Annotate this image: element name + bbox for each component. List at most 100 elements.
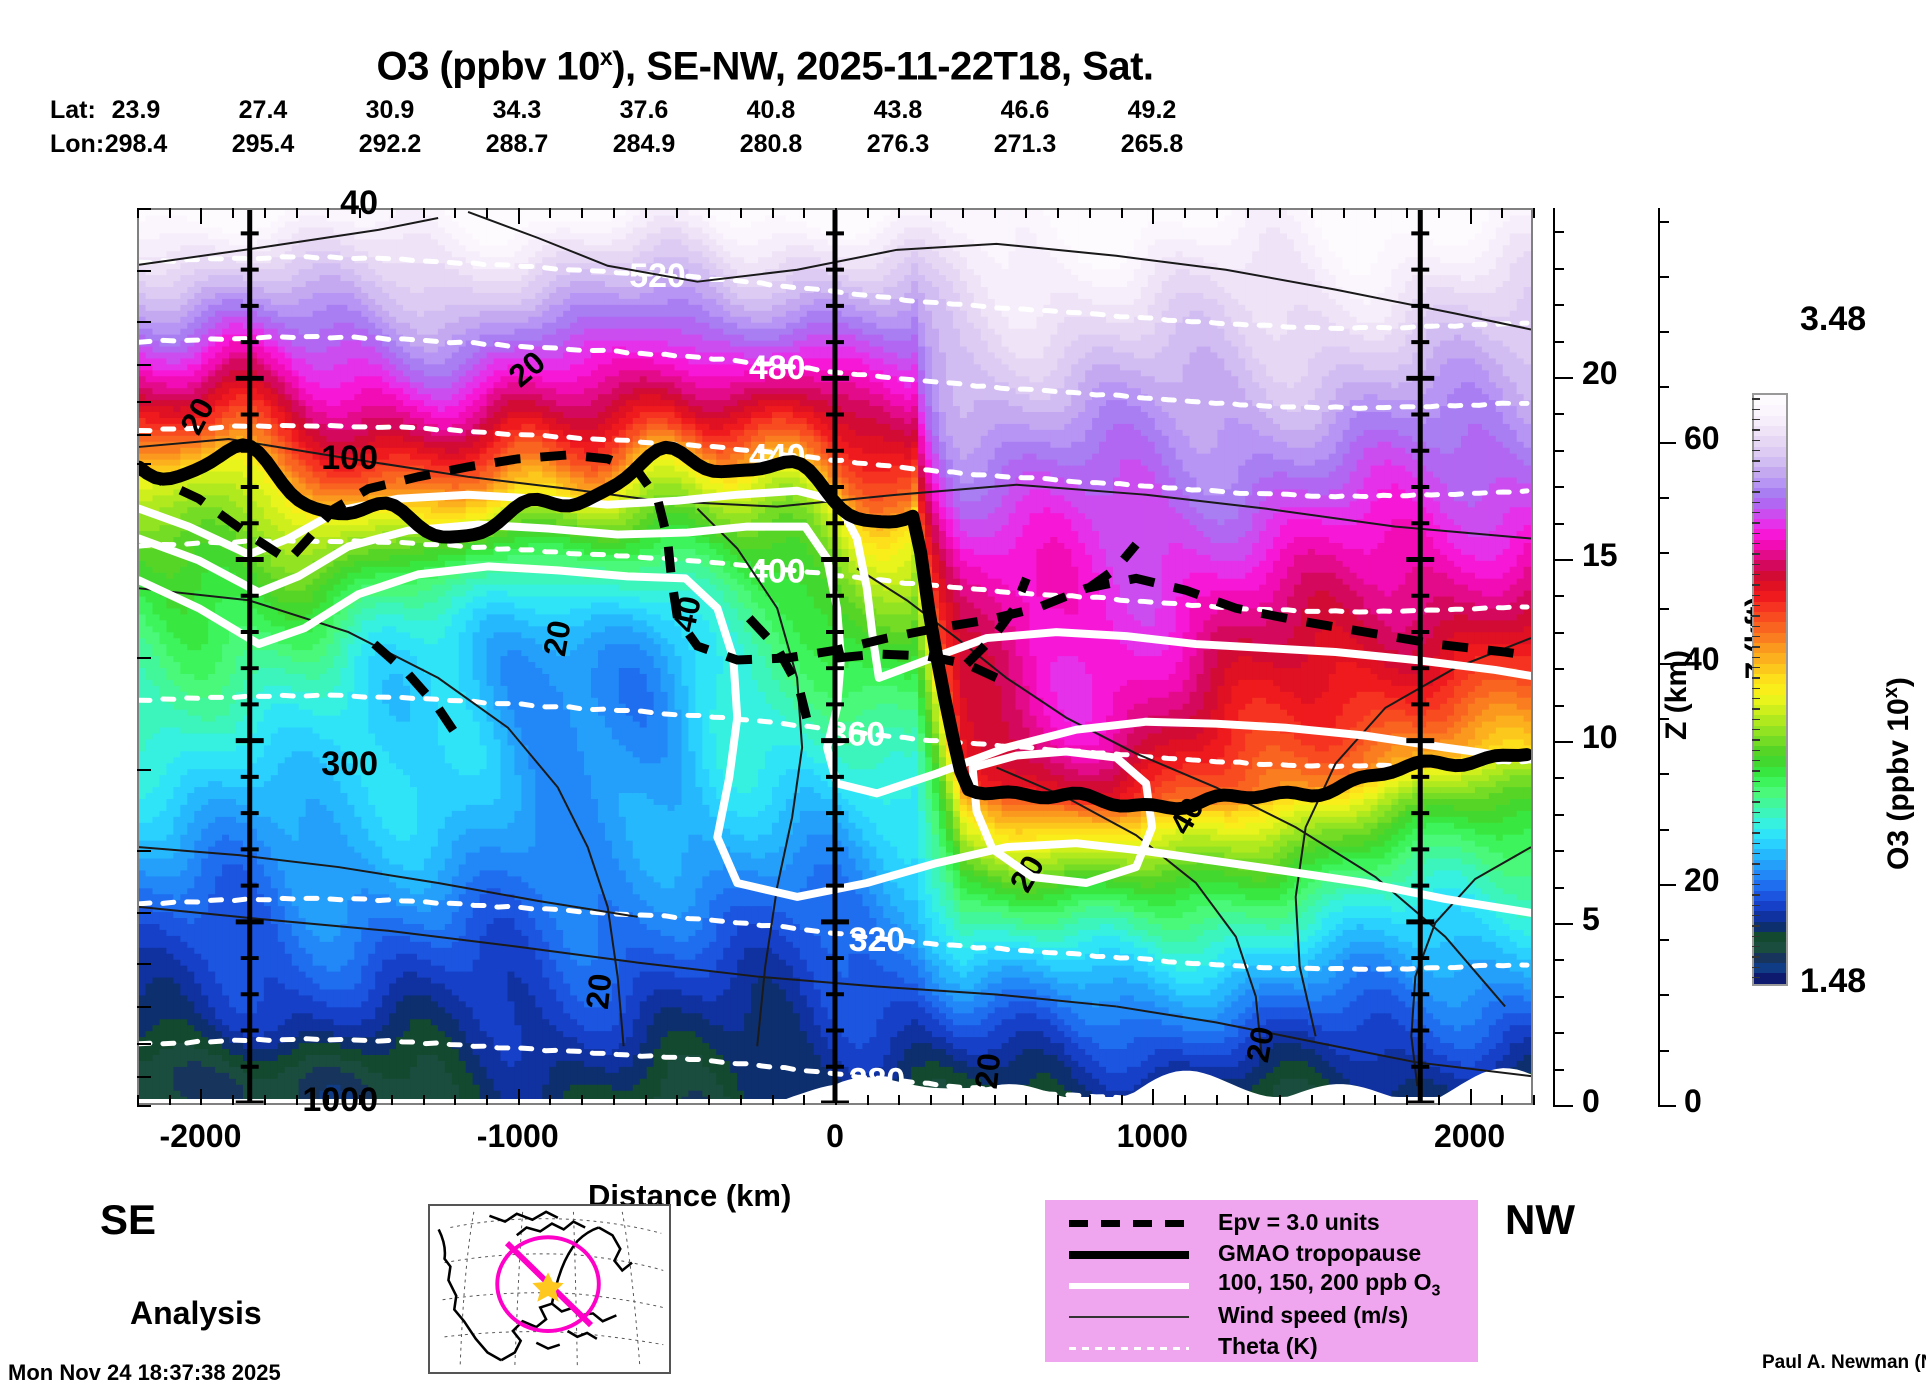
z-km-tick-label: 0: [1582, 1083, 1600, 1119]
colorbar-tick: [1752, 708, 1760, 710]
colorbar-segment: [1754, 477, 1786, 488]
x-axis-top-tick: [1088, 208, 1091, 218]
colorbar-tick: [1752, 429, 1760, 431]
x-axis-tick: [612, 1095, 615, 1105]
y-axis-tick-label: 40: [340, 184, 378, 222]
x-axis-tick: [549, 1095, 552, 1105]
z-kft-minor-tick: [1658, 1105, 1669, 1107]
lat-value: 46.6: [1000, 96, 1050, 124]
x-axis-tick-label: 0: [826, 1118, 844, 1154]
lat-value: 43.8: [873, 96, 923, 124]
x-axis-tick: [644, 1095, 647, 1105]
y-axis-tick-label: 300: [321, 745, 378, 784]
colorbar-segment: [1754, 601, 1786, 612]
lat-value: 30.9: [365, 96, 415, 124]
colorbar: [1752, 393, 1788, 986]
colorbar-segment: [1754, 839, 1786, 850]
x-axis-tick: [993, 1095, 996, 1105]
x-axis-tick: [1120, 1095, 1123, 1105]
wind-speed-contour: [696, 507, 804, 1047]
z-km-axis-line: [1553, 208, 1555, 1105]
x-axis-tick: [771, 1095, 774, 1105]
colorbar-segment: [1754, 704, 1786, 716]
x-axis-tick: [1247, 1095, 1250, 1105]
x-axis-tick: [1374, 1095, 1377, 1105]
x-axis-tick: [898, 1095, 901, 1105]
x-axis-top-tick: [1184, 208, 1186, 218]
y-axis-tick-label: 1000: [302, 1081, 378, 1119]
x-axis-top-tick: [676, 208, 679, 218]
colorbar-tick: [1752, 522, 1760, 524]
lon-value: 295.4: [231, 130, 295, 158]
z-km-minor-tick: [1553, 704, 1564, 707]
colorbar-tick: [1752, 770, 1760, 772]
x-axis-tick: [581, 1095, 584, 1105]
x-axis-tick: [1025, 1095, 1028, 1105]
legend-item: Wind speed (m/s): [1045, 1300, 1478, 1331]
colorbar-tick: [1752, 594, 1760, 596]
z-km-minor-tick: [1553, 777, 1564, 780]
x-axis-tick: [739, 1095, 742, 1105]
colorbar-segment: [1754, 963, 1786, 974]
x-axis-tick: [1501, 1095, 1504, 1105]
wind-speed-contour: [139, 905, 1117, 1008]
colorbar-segment: [1754, 425, 1786, 437]
x-axis-top-tick: [1342, 208, 1345, 218]
z-km-minor-tick: [1553, 231, 1564, 234]
x-axis-tick: [1342, 1095, 1345, 1105]
lon-value: 265.8: [1120, 130, 1184, 158]
y-axis-minor-tick: [137, 1075, 151, 1078]
wind-speed-contour: [139, 216, 439, 266]
z-km-minor-tick: [1553, 413, 1564, 416]
x-axis-tick: [961, 1095, 964, 1105]
x-axis-top-tick: [739, 208, 742, 218]
colorbar-segment: [1754, 932, 1786, 943]
orientation-label-nw: NW: [1505, 1196, 1575, 1243]
colorbar-tick: [1752, 976, 1760, 979]
colorbar-segment: [1754, 642, 1786, 654]
x-axis-top-tick: [993, 208, 996, 218]
x-axis-tick-label: 1000: [1116, 1118, 1188, 1154]
colorbar-segment: [1754, 777, 1786, 788]
y-axis-minor-tick: [137, 320, 151, 323]
theta-contour-label: 280: [849, 1062, 906, 1100]
y-axis-minor-tick: [137, 270, 151, 273]
y-axis-minor-tick: [137, 433, 151, 436]
y-axis-minor-tick: [137, 363, 151, 366]
z-kft-minor-tick: [1658, 386, 1669, 389]
analysis-label: Analysis: [130, 1295, 262, 1331]
colorbar-segment: [1754, 797, 1786, 809]
x-axis-top-tick: [898, 208, 901, 218]
theta-contour-label: 360: [829, 716, 886, 754]
x-axis-top-tick: [1533, 208, 1535, 218]
x-axis-tick: [1152, 1089, 1155, 1105]
colorbar-tick: [1752, 749, 1760, 751]
colorbar-segment: [1754, 694, 1786, 705]
z-kft-minor-tick: [1658, 496, 1669, 499]
z-km-minor-tick: [1553, 923, 1564, 926]
colorbar-segment: [1754, 539, 1786, 550]
lon-value: 292.2: [358, 130, 422, 158]
colorbar-segment: [1754, 436, 1786, 447]
legend-label: Theta (K): [1218, 1333, 1318, 1359]
inset-location-map: [428, 1204, 671, 1374]
colorbar-tick: [1752, 852, 1760, 855]
x-axis-top-tick: [200, 208, 203, 224]
orientation-label-se: SE: [100, 1196, 157, 1243]
colorbar-tick: [1752, 935, 1760, 937]
wind-speed-contour: [139, 846, 638, 918]
colorbar-max-label: 3.48: [1800, 300, 1867, 338]
x-axis-tick: [359, 1095, 362, 1105]
colorbar-segment: [1754, 890, 1786, 902]
colorbar-segment: [1754, 622, 1786, 633]
x-axis-top-tick: [961, 208, 964, 218]
x-axis-top-tick: [1057, 208, 1060, 218]
colorbar-tick: [1752, 563, 1760, 565]
x-axis-top-tick: [1215, 208, 1218, 218]
legend-key-white-dotted-line: [1069, 1332, 1204, 1362]
x-axis-top-tick: [327, 208, 330, 218]
x-axis-top-tick: [517, 208, 520, 224]
legend-key-thin-black-line: [1069, 1301, 1204, 1331]
colorbar-tick: [1752, 553, 1760, 555]
lat-value: 40.8: [746, 96, 796, 124]
